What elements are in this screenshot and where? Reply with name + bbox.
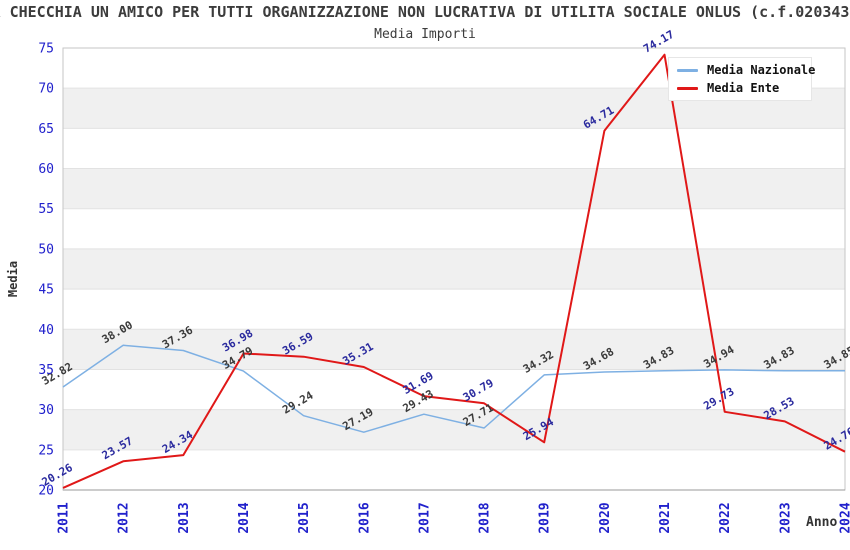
legend-label: Media Nazionale [707, 63, 816, 77]
y-axis-title: Media [6, 260, 20, 298]
chart-title: A CHECCHIA UN AMICO PER TUTTI ORGANIZZAZ… [0, 3, 850, 21]
legend: Media Nazionale Media Ente [668, 57, 815, 101]
grid-band [63, 168, 845, 209]
data-point-label: 74.17 [641, 28, 676, 56]
legend-line-swatch-ente-icon [677, 86, 698, 90]
x-tick-label: 2015 [297, 502, 312, 533]
y-tick-label: 35 [38, 363, 54, 378]
data-point-label: 30.79 [461, 376, 496, 404]
y-tick-label: 75 [38, 42, 54, 57]
legend-line-swatch-nazionale-icon [677, 68, 698, 72]
x-tick-label: 2023 [778, 502, 793, 533]
y-tick-label: 30 [38, 403, 54, 418]
y-tick-label: 65 [38, 122, 54, 137]
x-tick-label: 2021 [658, 502, 673, 533]
x-tick-label: 2024 [839, 502, 850, 533]
x-tick-label: 2016 [357, 502, 372, 533]
x-tick-label: 2013 [177, 502, 192, 533]
x-axis-title: Anno [806, 515, 838, 530]
legend-item-media-ente: Media Ente [677, 81, 811, 95]
y-tick-label: 45 [38, 283, 54, 298]
x-tick-label: 2020 [598, 502, 613, 533]
x-tick-label: 2011 [57, 502, 72, 533]
y-tick-label: 40 [38, 323, 54, 338]
y-tick-label: 20 [38, 484, 54, 499]
y-tick-label: 60 [38, 162, 54, 177]
x-tick-label: 2019 [538, 502, 553, 533]
x-tick-label: 2012 [117, 502, 132, 533]
y-tick-label: 25 [38, 443, 54, 458]
x-tick-label: 2022 [718, 502, 733, 533]
y-tick-label: 55 [38, 202, 54, 217]
series-line-media-nazionale [62, 344, 846, 433]
y-tick-label: 70 [38, 82, 54, 97]
series-line-media-ente [62, 53, 846, 489]
y-tick-label: 50 [38, 242, 54, 257]
legend-item-media-nazionale: Media Nazionale [677, 63, 815, 77]
x-tick-label: 2017 [417, 502, 432, 533]
x-tick-label: 2018 [478, 502, 493, 533]
chart-subtitle: Media Importi [374, 27, 476, 42]
legend-label: Media Ente [707, 81, 780, 95]
grid-band [63, 409, 845, 450]
x-tick-label: 2014 [237, 502, 252, 533]
data-point-label: 29.73 [701, 385, 736, 413]
grid-band [63, 248, 845, 290]
